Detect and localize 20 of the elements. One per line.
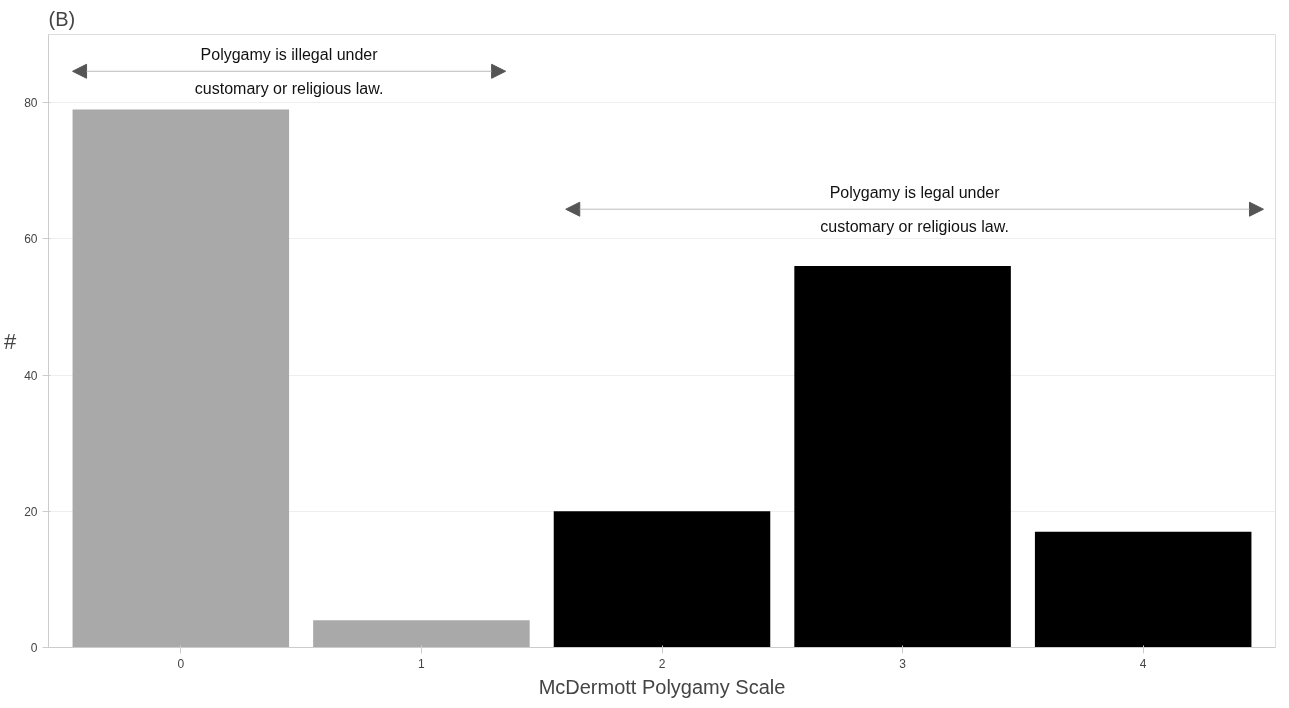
- annotation: Polygamy is legal under customary or religious law.: [820, 183, 1009, 235]
- x-tick-label: 0: [177, 656, 185, 671]
- x-tick-label: 4: [1139, 656, 1147, 671]
- bar: [72, 109, 290, 648]
- x-tick-label: 1: [418, 656, 426, 671]
- bar: [794, 266, 1011, 648]
- annotation: Polygamy is illegal under customary or religious law.: [194, 45, 384, 97]
- y-tick-label: 60: [24, 232, 38, 247]
- x-tick-label: 3: [899, 656, 907, 671]
- x-tick-label: 2: [658, 656, 666, 671]
- y-tick-label: 40: [24, 368, 38, 383]
- bar: [313, 620, 530, 648]
- y-axis-title: #: [3, 328, 17, 354]
- y-tick-label: 20: [24, 504, 38, 519]
- x-axis-title: McDermott Polygamy Scale: [538, 675, 786, 698]
- chart-title: (B): [48, 7, 76, 30]
- bar: [1034, 531, 1252, 648]
- bar: [553, 511, 771, 648]
- y-tick-label: 80: [24, 96, 38, 111]
- y-tick-label: 0: [30, 641, 38, 655]
